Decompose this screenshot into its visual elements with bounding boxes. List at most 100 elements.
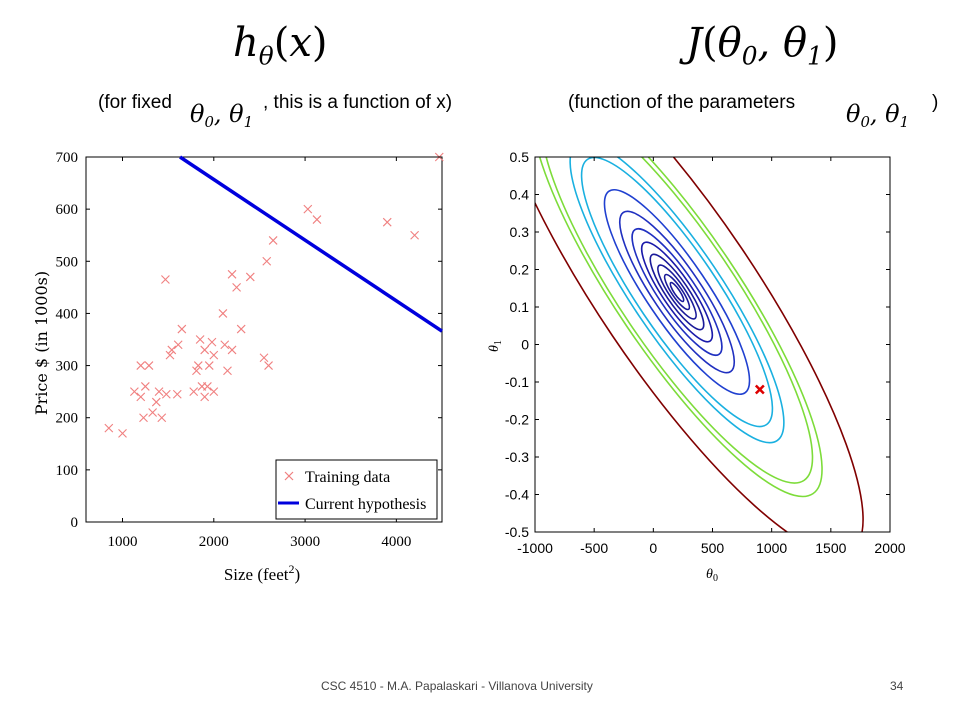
training-point <box>167 345 177 355</box>
training-point <box>207 337 217 347</box>
training-point <box>245 272 255 282</box>
training-point <box>200 345 210 355</box>
training-point <box>118 428 127 438</box>
training-point <box>220 340 230 350</box>
training-point <box>172 389 182 399</box>
training-point <box>161 389 171 399</box>
contour-line <box>669 281 685 303</box>
training-point <box>382 217 392 227</box>
training-point <box>236 324 246 334</box>
contour-line <box>580 157 774 428</box>
training-point <box>139 413 148 423</box>
training-point <box>410 230 420 240</box>
right-x-tick-label: 1000 <box>756 540 787 556</box>
training-point <box>161 275 170 284</box>
right-caption-params: θ0, θ1 <box>846 100 910 132</box>
training-point <box>140 382 150 391</box>
left-y-tick-label: 100 <box>56 463 79 479</box>
right-y-tick-label: 0.5 <box>510 149 530 165</box>
right-y-tick-label: 0.2 <box>510 262 530 278</box>
training-point <box>218 309 228 318</box>
training-point <box>227 345 237 355</box>
left-x-tick-label: 2000 <box>199 534 229 550</box>
right-y-tick-label: -0.4 <box>505 487 529 503</box>
training-point <box>200 392 210 402</box>
contour-line <box>640 241 714 343</box>
left-x-tick-label: 3000 <box>290 534 320 550</box>
cost-heading: J(θ0, θ1) <box>686 20 839 71</box>
left-y-tick-label: 700 <box>56 150 79 166</box>
left-y-tick-label: 300 <box>56 359 79 375</box>
training-point <box>154 387 164 397</box>
footer-text: CSC 4510 - M.A. Papalaskari - Villanova … <box>321 679 593 693</box>
left-caption-end: , this is a function of x) <box>263 92 453 113</box>
left-y-tick-label: 0 <box>71 515 79 531</box>
training-point <box>157 413 167 423</box>
contour-line <box>618 210 736 374</box>
left-x-tick-label: 4000 <box>381 534 411 550</box>
right-y-tick-label: 0 <box>521 337 529 353</box>
contour-line <box>649 253 705 331</box>
right-y-tick-label: 0.4 <box>510 187 530 203</box>
left-y-tick-label: 500 <box>56 254 79 270</box>
training-point <box>165 350 175 360</box>
left-y-tick-label: 200 <box>56 411 79 427</box>
hypothesis-line <box>179 155 443 333</box>
training-point <box>104 423 114 433</box>
right-caption-end: ) <box>932 92 939 113</box>
training-point <box>262 256 272 266</box>
training-point <box>136 392 146 402</box>
right-y-tick-label: -0.3 <box>505 449 529 465</box>
training-point <box>129 387 139 397</box>
right-x-tick-label: -1000 <box>517 540 553 556</box>
left-caption-start: (for fixed <box>98 92 172 113</box>
hypothesis-heading: hθ(x) <box>233 20 328 71</box>
right-y-tick-label: -0.2 <box>505 412 529 428</box>
training-point <box>192 366 201 376</box>
left-y-axis-label: Price $ (in 1000s) <box>32 271 51 415</box>
legend-training-label: Training data <box>305 469 390 486</box>
page-number: 34 <box>890 679 904 693</box>
legend-hypothesis-label: Current hypothesis <box>305 496 426 513</box>
contour-line <box>569 157 785 444</box>
contour-line <box>540 157 814 484</box>
training-point <box>148 408 158 417</box>
training-point <box>193 361 203 370</box>
legend-training-marker <box>284 471 294 481</box>
left-y-tick-label: 600 <box>56 202 79 218</box>
left-y-tick-label: 400 <box>56 306 79 322</box>
training-point <box>203 382 212 391</box>
training-point <box>177 324 187 334</box>
training-point <box>189 387 199 397</box>
training-point <box>151 397 161 407</box>
left-x-tick-label: 1000 <box>108 534 138 550</box>
training-point <box>312 215 322 224</box>
training-point <box>268 236 278 245</box>
right-plot-frame-bg <box>535 157 890 532</box>
right-x-axis-label: θ0 <box>706 567 718 584</box>
training-point <box>209 387 219 397</box>
contour-line <box>535 157 823 498</box>
training-point <box>259 353 269 363</box>
right-caption-start: (function of the parameters <box>568 92 796 113</box>
training-point <box>144 361 154 370</box>
right-y-tick-label: -0.5 <box>505 524 529 540</box>
current-parameters-marker <box>754 384 765 395</box>
left-caption-params: θ0, θ1 <box>190 100 254 132</box>
contour-line <box>663 273 691 311</box>
right-y-axis-label: θ1 <box>487 340 504 352</box>
contour-line <box>631 227 723 357</box>
training-point <box>209 350 219 360</box>
right-y-tick-label: -0.1 <box>505 374 529 390</box>
right-y-tick-label: 0.3 <box>510 224 530 240</box>
right-x-tick-label: 500 <box>701 540 725 556</box>
training-point <box>303 204 313 214</box>
right-x-tick-label: 2000 <box>874 540 905 556</box>
contour-line <box>657 264 697 320</box>
right-x-tick-label: -500 <box>580 540 608 556</box>
training-point <box>173 340 183 350</box>
training-point <box>232 282 242 292</box>
right-y-tick-label: 0.1 <box>510 299 530 315</box>
